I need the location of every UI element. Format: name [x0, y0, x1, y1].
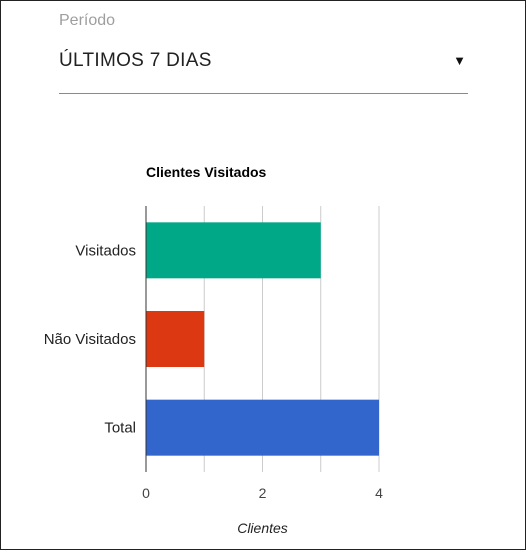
bar	[146, 399, 379, 456]
chart-title: Clientes Visitados	[146, 164, 267, 180]
bar	[146, 222, 321, 279]
triangle-down-icon[interactable]: ▼	[453, 53, 466, 68]
tick-label: 2	[259, 485, 267, 501]
chart-bars	[146, 222, 379, 456]
category-label: Não Visitados	[44, 331, 136, 348]
period-selected-value: ÚLTIMOS 7 DIAS	[59, 50, 212, 71]
tick-labels: 0 2 4	[142, 485, 383, 501]
x-axis-title: Clientes	[237, 520, 288, 536]
period-label: Período	[59, 12, 116, 29]
category-label: Visitados	[75, 242, 136, 259]
category-label: Total	[104, 420, 136, 437]
category-labels: Visitados Não Visitados Total	[44, 242, 136, 436]
tick-label: 4	[375, 485, 383, 501]
period-dropdown[interactable]: ÚLTIMOS 7 DIAS ▼	[59, 41, 468, 94]
bar	[146, 311, 205, 367]
tick-label: 0	[142, 485, 150, 501]
